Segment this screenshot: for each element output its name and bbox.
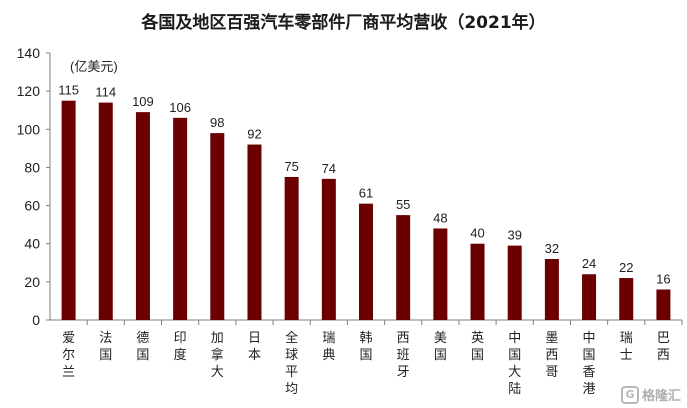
data-label: 92 xyxy=(247,127,261,142)
bar xyxy=(135,112,150,320)
y-tick-label: 20 xyxy=(24,274,40,290)
chart-title: 各国及地区百强汽车零部件厂商平均营收（2021年） xyxy=(141,13,546,33)
y-tick-label: 80 xyxy=(24,159,40,175)
data-label: 40 xyxy=(470,226,484,241)
bar xyxy=(619,278,634,320)
x-tick-label: 爱尔兰 xyxy=(62,330,75,379)
x-tick-label: 法国 xyxy=(99,330,112,362)
x-tick-label: 全球平均 xyxy=(285,330,298,396)
bar xyxy=(284,176,299,320)
data-label: 48 xyxy=(433,210,447,225)
data-label: 39 xyxy=(507,228,521,243)
bar xyxy=(173,117,188,320)
x-tick-label: 美国 xyxy=(434,330,447,362)
data-label: 109 xyxy=(132,94,154,109)
data-label: 106 xyxy=(169,100,191,115)
x-tick-label: 瑞典 xyxy=(322,330,335,362)
bar xyxy=(247,144,262,320)
data-label: 32 xyxy=(545,241,559,256)
x-tick-label: 西班牙 xyxy=(397,330,410,379)
bar xyxy=(656,289,671,320)
bar xyxy=(61,100,76,320)
y-unit-label: (亿美元) xyxy=(70,59,118,74)
x-tick-label: 巴西 xyxy=(657,330,670,362)
watermark-text: 格隆汇 xyxy=(641,389,681,404)
data-label: 16 xyxy=(656,271,670,286)
bar xyxy=(210,133,225,320)
x-tick-label: 日本 xyxy=(248,330,261,362)
data-label: 75 xyxy=(284,159,298,174)
x-tick-label: 韩国 xyxy=(359,330,372,362)
bar xyxy=(544,258,559,320)
x-tick-label: 德国 xyxy=(136,330,149,362)
y-tick-label: 100 xyxy=(17,121,41,137)
bar xyxy=(470,243,485,320)
bar xyxy=(507,245,522,320)
x-tick-label: 墨西哥 xyxy=(545,330,558,379)
data-label: 24 xyxy=(582,256,596,271)
x-tick-label: 中国香港 xyxy=(583,330,596,396)
bar xyxy=(321,178,336,320)
watermark-logo-icon: G xyxy=(620,385,639,404)
data-label: 74 xyxy=(322,161,336,176)
y-tick-label: 40 xyxy=(24,236,40,252)
data-label: 114 xyxy=(95,85,116,100)
y-tick-label: 120 xyxy=(17,83,41,99)
x-tick-label: 印度 xyxy=(174,330,187,362)
bar xyxy=(433,228,448,320)
bar xyxy=(359,203,373,320)
x-tick-label: 英国 xyxy=(471,330,484,362)
x-tick-label: 中国大陆 xyxy=(508,330,521,396)
data-label: 61 xyxy=(359,186,373,201)
bar xyxy=(98,102,113,320)
y-tick-label: 0 xyxy=(32,312,40,328)
data-label: 55 xyxy=(396,197,410,212)
data-label: 22 xyxy=(619,260,633,275)
data-label: 115 xyxy=(58,83,79,98)
x-tick-label: 加拿大 xyxy=(211,330,224,379)
watermark: G 格隆汇 xyxy=(620,385,681,404)
y-tick-label: 60 xyxy=(24,198,40,214)
bar xyxy=(582,274,597,320)
data-label: 98 xyxy=(210,115,224,130)
bar xyxy=(396,215,411,320)
x-tick-label: 瑞士 xyxy=(620,330,633,362)
y-tick-label: 140 xyxy=(17,45,41,61)
